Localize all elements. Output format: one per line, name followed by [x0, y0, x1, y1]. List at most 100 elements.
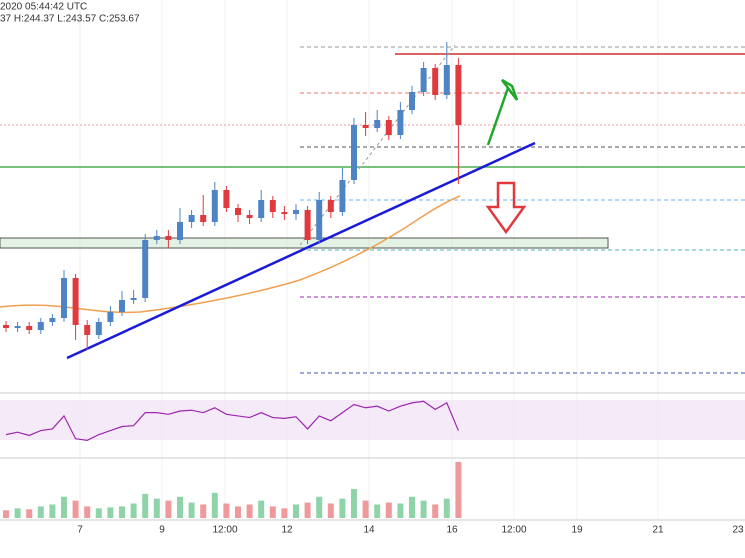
candle-body [153, 236, 160, 240]
volume-bar [246, 504, 253, 518]
candle-body [432, 68, 439, 95]
volume-bar [142, 493, 149, 518]
volume-bar [455, 461, 462, 518]
candle-body [362, 125, 369, 128]
candle-body [142, 240, 149, 298]
volume-bar [409, 496, 415, 518]
candle-body [385, 120, 392, 135]
volume-bar [304, 502, 311, 518]
volume-bar [3, 510, 9, 518]
volume-bar [119, 506, 125, 518]
volume-bar [49, 504, 56, 518]
candle-body [351, 125, 357, 180]
candle-body [223, 190, 230, 208]
volume-bar [188, 502, 195, 518]
volume-bar [95, 508, 102, 518]
volume-bar [269, 506, 276, 518]
down-arrow [485, 181, 527, 235]
up-arrow [486, 87, 510, 146]
volume-bar [37, 506, 44, 518]
candle-body [188, 215, 195, 222]
volume-bar [177, 496, 183, 518]
candle-body [119, 300, 125, 312]
candle-body [14, 326, 21, 328]
volume-bar [281, 508, 288, 518]
candle-body [165, 236, 172, 240]
volume-bar [223, 503, 230, 518]
volume-bar [107, 507, 114, 518]
candle-body [281, 212, 288, 214]
rsi-band [0, 400, 745, 440]
volume-bar [258, 500, 265, 518]
volume-bar [420, 500, 427, 518]
candle-body [95, 322, 102, 335]
candle-body [37, 322, 44, 330]
pattern-line [299, 44, 456, 246]
moving-average [0, 195, 461, 314]
candle-body [211, 190, 218, 222]
candle-body [130, 298, 137, 300]
candle-body [49, 318, 56, 322]
candle-body [61, 278, 67, 318]
candle-body [409, 92, 415, 110]
up-arrow-head [501, 78, 519, 101]
x-tick-label: 16 [446, 525, 458, 536]
volume-bar [385, 502, 392, 518]
volume-bar [72, 500, 79, 518]
x-tick-label: 9 [159, 525, 165, 536]
volume-bar [200, 504, 207, 518]
volume-bar [130, 503, 137, 518]
volume-bar [397, 503, 404, 518]
volume-bar [14, 508, 21, 518]
candle-body [26, 326, 33, 330]
candle-body [443, 65, 450, 95]
trend-line [66, 141, 536, 360]
x-tick-label: 14 [363, 525, 375, 536]
volume-bar [153, 498, 160, 518]
chart-subtitle: 37 H:244.37 L:243.57 C:253.67 [0, 14, 140, 25]
volume-bar [327, 503, 334, 518]
volume-bar [235, 506, 241, 518]
x-tick-label: 12:00 [501, 525, 526, 536]
candle-body [177, 222, 183, 240]
volume-bar [362, 500, 369, 518]
volume-bar [26, 509, 33, 518]
volume-bar [316, 496, 323, 518]
x-tick-label: 12 [281, 525, 293, 536]
candle-body [258, 200, 265, 218]
background-grid [79, 0, 659, 520]
volume-bar [84, 506, 91, 518]
candle-body [327, 200, 334, 212]
volume-bar [211, 492, 218, 518]
candle-body [72, 278, 79, 325]
volume-bar [351, 489, 357, 518]
volume-bar [293, 504, 299, 518]
x-tick-label: 19 [571, 525, 583, 536]
x-tick-label: 23 [732, 525, 744, 536]
volume-bar [432, 504, 439, 518]
candle-body [304, 210, 311, 240]
candle-body [107, 312, 114, 322]
candle-body [420, 68, 427, 92]
candle-body [316, 200, 323, 240]
chart-title: 2020 05:44:42 UTC [0, 2, 87, 13]
x-tick-label: 12:00 [212, 525, 237, 536]
rsi-line [5, 400, 459, 441]
candle-body [374, 120, 381, 128]
candle-body [235, 208, 241, 215]
volume-bar [339, 498, 346, 518]
fib-levels [0, 46, 745, 374]
volume-bar [443, 498, 450, 518]
candle-body [200, 215, 207, 222]
candle-body [397, 110, 404, 135]
candle-body [3, 325, 9, 328]
candle-body [339, 180, 346, 212]
candle-body [455, 65, 462, 125]
candle-body [246, 215, 253, 218]
candle-body [269, 200, 276, 212]
volume-bar [61, 496, 67, 518]
candle-body [84, 325, 91, 335]
x-tick-label: 21 [652, 525, 664, 536]
